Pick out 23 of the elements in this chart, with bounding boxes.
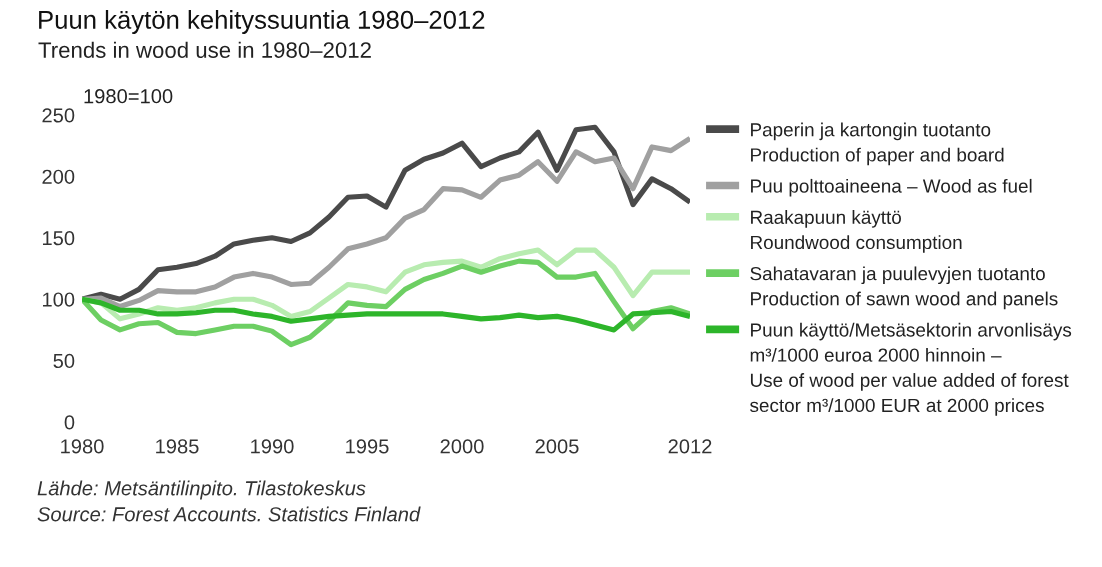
y-tick-label: 100 [42, 292, 75, 307]
y-tick-label: 50 [53, 353, 75, 369]
y-tick-label: 200 [42, 169, 75, 184]
y-tick-label: 0 [64, 415, 75, 430]
legend-label: Puun käyttö/Metsäsektorin arvonlisäys m³/1000 euroa 2000 hinnoin – Use of wood per value added of forest sector m³/1000 EUR at 2000 prices [750, 322, 1072, 416]
y-tick-label: 150 [42, 231, 75, 246]
legend-label: Paperin ja kartongin tuotanto Production of paper and board [751, 122, 1004, 166]
x-tick-label: 1995 [346, 439, 389, 454]
source-note: Source: Forest Accounts. Statistics Finland [37, 506, 421, 522]
x-tick-label: 1985 [156, 439, 199, 454]
x-tick-label: 1990 [251, 439, 294, 454]
legend-label: Sahatavaran ja puulevyjen tuotanto Production of sawn wood and panels [750, 266, 1058, 310]
legend-label: Puu polttoaineena – Wood as fuel [751, 178, 1032, 197]
y-tick-label: 250 [42, 108, 75, 123]
x-tick-label: 2005 [535, 439, 579, 454]
chart-subtitle: Trends in wood use in 1980–2012 [38, 41, 371, 58]
x-tick-label: 2000 [440, 439, 484, 454]
chart-title: Puun käytön kehityssuuntia 1980–2012 [39, 10, 485, 34]
y-axis-title: 1980=100 [84, 89, 173, 104]
x-tick-label: 2012 [668, 439, 712, 454]
x-tick-label: 1980 [61, 439, 104, 454]
legend-label: Raakapuun käyttö Roundwood consumption [751, 210, 962, 253]
text: Lähde: Metsäntilinpito. Tilastokeskus [37, 480, 366, 500]
